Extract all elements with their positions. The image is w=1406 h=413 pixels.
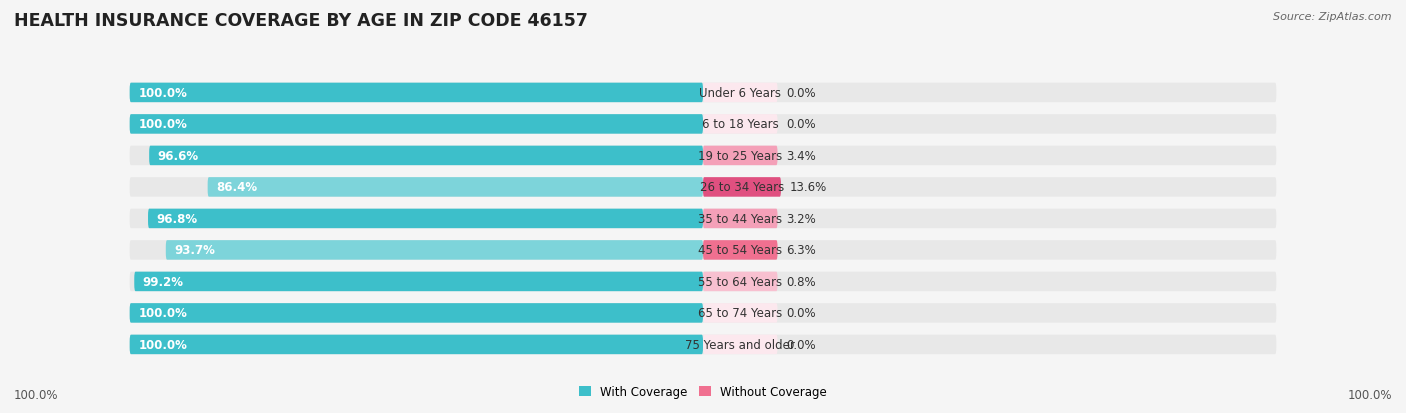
Text: 0.0%: 0.0% (786, 87, 815, 100)
FancyBboxPatch shape (703, 115, 778, 134)
Text: 0.8%: 0.8% (786, 275, 815, 288)
FancyBboxPatch shape (129, 209, 1277, 229)
FancyBboxPatch shape (703, 83, 778, 103)
FancyBboxPatch shape (208, 178, 703, 197)
FancyBboxPatch shape (703, 335, 778, 354)
FancyBboxPatch shape (129, 83, 1277, 103)
Text: 0.0%: 0.0% (786, 338, 815, 351)
FancyBboxPatch shape (129, 146, 1277, 166)
Text: 19 to 25 Years: 19 to 25 Years (699, 150, 782, 163)
Text: 100.0%: 100.0% (138, 118, 187, 131)
FancyBboxPatch shape (129, 83, 703, 103)
Text: 13.6%: 13.6% (790, 181, 827, 194)
FancyBboxPatch shape (129, 335, 1277, 354)
Text: 86.4%: 86.4% (217, 181, 257, 194)
Legend: With Coverage, Without Coverage: With Coverage, Without Coverage (574, 381, 832, 403)
Text: 35 to 44 Years: 35 to 44 Years (699, 212, 782, 225)
FancyBboxPatch shape (703, 209, 778, 229)
Text: Under 6 Years: Under 6 Years (699, 87, 782, 100)
FancyBboxPatch shape (134, 272, 703, 292)
FancyBboxPatch shape (703, 178, 780, 197)
Text: 96.8%: 96.8% (156, 212, 198, 225)
Text: 26 to 34 Years: 26 to 34 Years (700, 181, 785, 194)
FancyBboxPatch shape (703, 272, 778, 292)
FancyBboxPatch shape (129, 240, 1277, 260)
FancyBboxPatch shape (148, 209, 703, 229)
Text: 96.6%: 96.6% (157, 150, 198, 163)
FancyBboxPatch shape (129, 304, 703, 323)
Text: 6 to 18 Years: 6 to 18 Years (702, 118, 779, 131)
Text: 100.0%: 100.0% (1347, 388, 1392, 401)
Text: Source: ZipAtlas.com: Source: ZipAtlas.com (1274, 12, 1392, 22)
Text: 3.2%: 3.2% (786, 212, 815, 225)
FancyBboxPatch shape (129, 115, 1277, 134)
FancyBboxPatch shape (129, 335, 703, 354)
FancyBboxPatch shape (703, 304, 778, 323)
FancyBboxPatch shape (129, 304, 1277, 323)
FancyBboxPatch shape (149, 146, 703, 166)
FancyBboxPatch shape (129, 115, 703, 134)
FancyBboxPatch shape (703, 146, 778, 166)
Text: 45 to 54 Years: 45 to 54 Years (699, 244, 782, 257)
Text: 100.0%: 100.0% (138, 338, 187, 351)
Text: 100.0%: 100.0% (14, 388, 59, 401)
Text: 65 to 74 Years: 65 to 74 Years (699, 307, 782, 320)
Text: 100.0%: 100.0% (138, 307, 187, 320)
FancyBboxPatch shape (129, 178, 1277, 197)
Text: 0.0%: 0.0% (786, 118, 815, 131)
FancyBboxPatch shape (703, 240, 778, 260)
Text: 100.0%: 100.0% (138, 87, 187, 100)
FancyBboxPatch shape (166, 240, 703, 260)
Text: HEALTH INSURANCE COVERAGE BY AGE IN ZIP CODE 46157: HEALTH INSURANCE COVERAGE BY AGE IN ZIP … (14, 12, 588, 30)
Text: 0.0%: 0.0% (786, 307, 815, 320)
Text: 75 Years and older: 75 Years and older (685, 338, 796, 351)
Text: 99.2%: 99.2% (143, 275, 184, 288)
Text: 3.4%: 3.4% (786, 150, 815, 163)
FancyBboxPatch shape (129, 272, 1277, 292)
Text: 55 to 64 Years: 55 to 64 Years (699, 275, 782, 288)
Text: 6.3%: 6.3% (786, 244, 815, 257)
Text: 93.7%: 93.7% (174, 244, 215, 257)
